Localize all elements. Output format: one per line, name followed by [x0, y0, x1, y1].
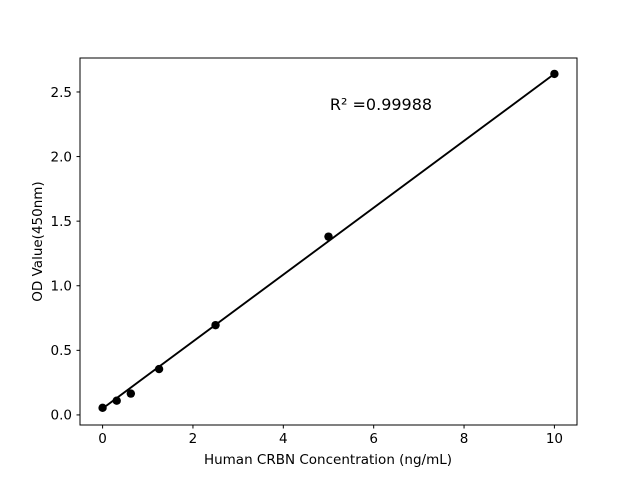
y-tick-label: 0.0 [51, 408, 72, 424]
x-tick-label: 2 [189, 431, 198, 447]
x-tick-label: 8 [460, 431, 469, 447]
data-point [126, 389, 136, 398]
y-tick-label: 2.5 [51, 85, 72, 101]
y-axis-label: OD Value(450nm) [30, 181, 46, 301]
y-axis-ticks: 0.0 0.5 1.0 1.5 2.0 2.5 [51, 85, 80, 424]
data-points [98, 69, 559, 413]
data-point [324, 232, 333, 241]
x-axis-ticks: 0 2 4 6 8 10 [98, 425, 563, 447]
r-squared-annotation: R² =0.99988 [330, 95, 432, 114]
fit-line [101, 72, 556, 410]
x-tick-label: 4 [279, 431, 288, 447]
data-point [98, 403, 107, 413]
y-tick-label: 1.0 [51, 279, 72, 295]
y-tick-label: 1.5 [51, 214, 72, 230]
y-tick-label: 2.0 [51, 149, 72, 165]
data-point [550, 69, 559, 79]
x-tick-label: 6 [369, 431, 378, 447]
data-point [211, 320, 220, 330]
x-axis-label: Human CRBN Concentration (ng/mL) [204, 452, 452, 468]
x-tick-label: 10 [546, 431, 563, 447]
data-point [154, 364, 164, 374]
y-tick-label: 0.5 [51, 343, 72, 359]
x-tick-label: 0 [98, 431, 107, 447]
data-point [112, 396, 121, 405]
